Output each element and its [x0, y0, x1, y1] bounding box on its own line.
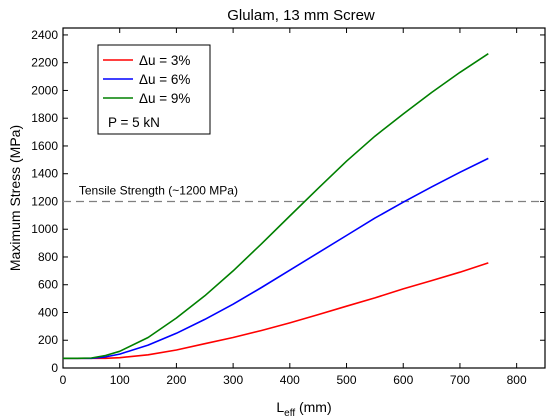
- x-tick-label: 200: [166, 373, 186, 387]
- y-tick-label: 1000: [31, 222, 58, 236]
- x-tick-label: 700: [450, 373, 470, 387]
- chart-title: Glulam, 13 mm Screw: [227, 7, 375, 24]
- y-tick-label: 1800: [31, 111, 58, 125]
- legend-entry: Δu = 9%: [139, 91, 190, 106]
- x-axis-title: Leff (mm): [276, 399, 331, 419]
- x-tick-label: 800: [507, 373, 527, 387]
- series-line: [63, 53, 489, 360]
- y-tick-label: 400: [38, 305, 58, 319]
- series-line: [63, 262, 489, 360]
- reference-line-label: Tensile Strength (~1200 MPa): [79, 183, 238, 197]
- x-axis-title-subscript: eff: [284, 408, 295, 419]
- reference-line-group: Tensile Strength (~1200 MPa): [63, 183, 545, 203]
- legend-entry: Δu = 3%: [139, 53, 190, 68]
- x-axis-title-unit: (mm): [295, 399, 332, 415]
- x-tick-label: 400: [280, 373, 300, 387]
- x-tick-label: 500: [337, 373, 357, 387]
- legend-entry: Δu = 6%: [139, 72, 190, 87]
- legend-note: P = 5 kN: [108, 115, 160, 130]
- legend: P = 5 kN Δu = 3% Δu = 6% Δu = 9%: [97, 44, 211, 135]
- y-tick-label: 1600: [31, 139, 58, 153]
- ticks: 0 100 200 300 400 500 600 700 800 0 200 400 600 800 10…: [31, 28, 545, 387]
- x-tick-label: 600: [393, 373, 413, 387]
- x-tick-label: 100: [110, 373, 130, 387]
- y-tick-label: 800: [38, 250, 58, 264]
- y-tick-label: 0: [51, 361, 58, 375]
- y-tick-label: 2000: [31, 83, 58, 97]
- x-axis-title-main: L: [276, 399, 284, 415]
- series-line: [63, 157, 489, 360]
- y-tick-label: 1400: [31, 167, 58, 181]
- y-axis-title: Maximum Stress (MPa): [7, 125, 23, 271]
- y-tick-label: 600: [38, 278, 58, 292]
- y-tick-label: 1200: [31, 194, 58, 208]
- y-tick-label: 2400: [31, 28, 58, 42]
- y-tick-label: 2200: [31, 56, 58, 70]
- plot-frame: [62, 27, 546, 369]
- series-group: [63, 53, 489, 360]
- x-tick-label: 0: [60, 373, 67, 387]
- y-tick-label: 200: [38, 333, 58, 347]
- x-tick-label: 300: [223, 373, 243, 387]
